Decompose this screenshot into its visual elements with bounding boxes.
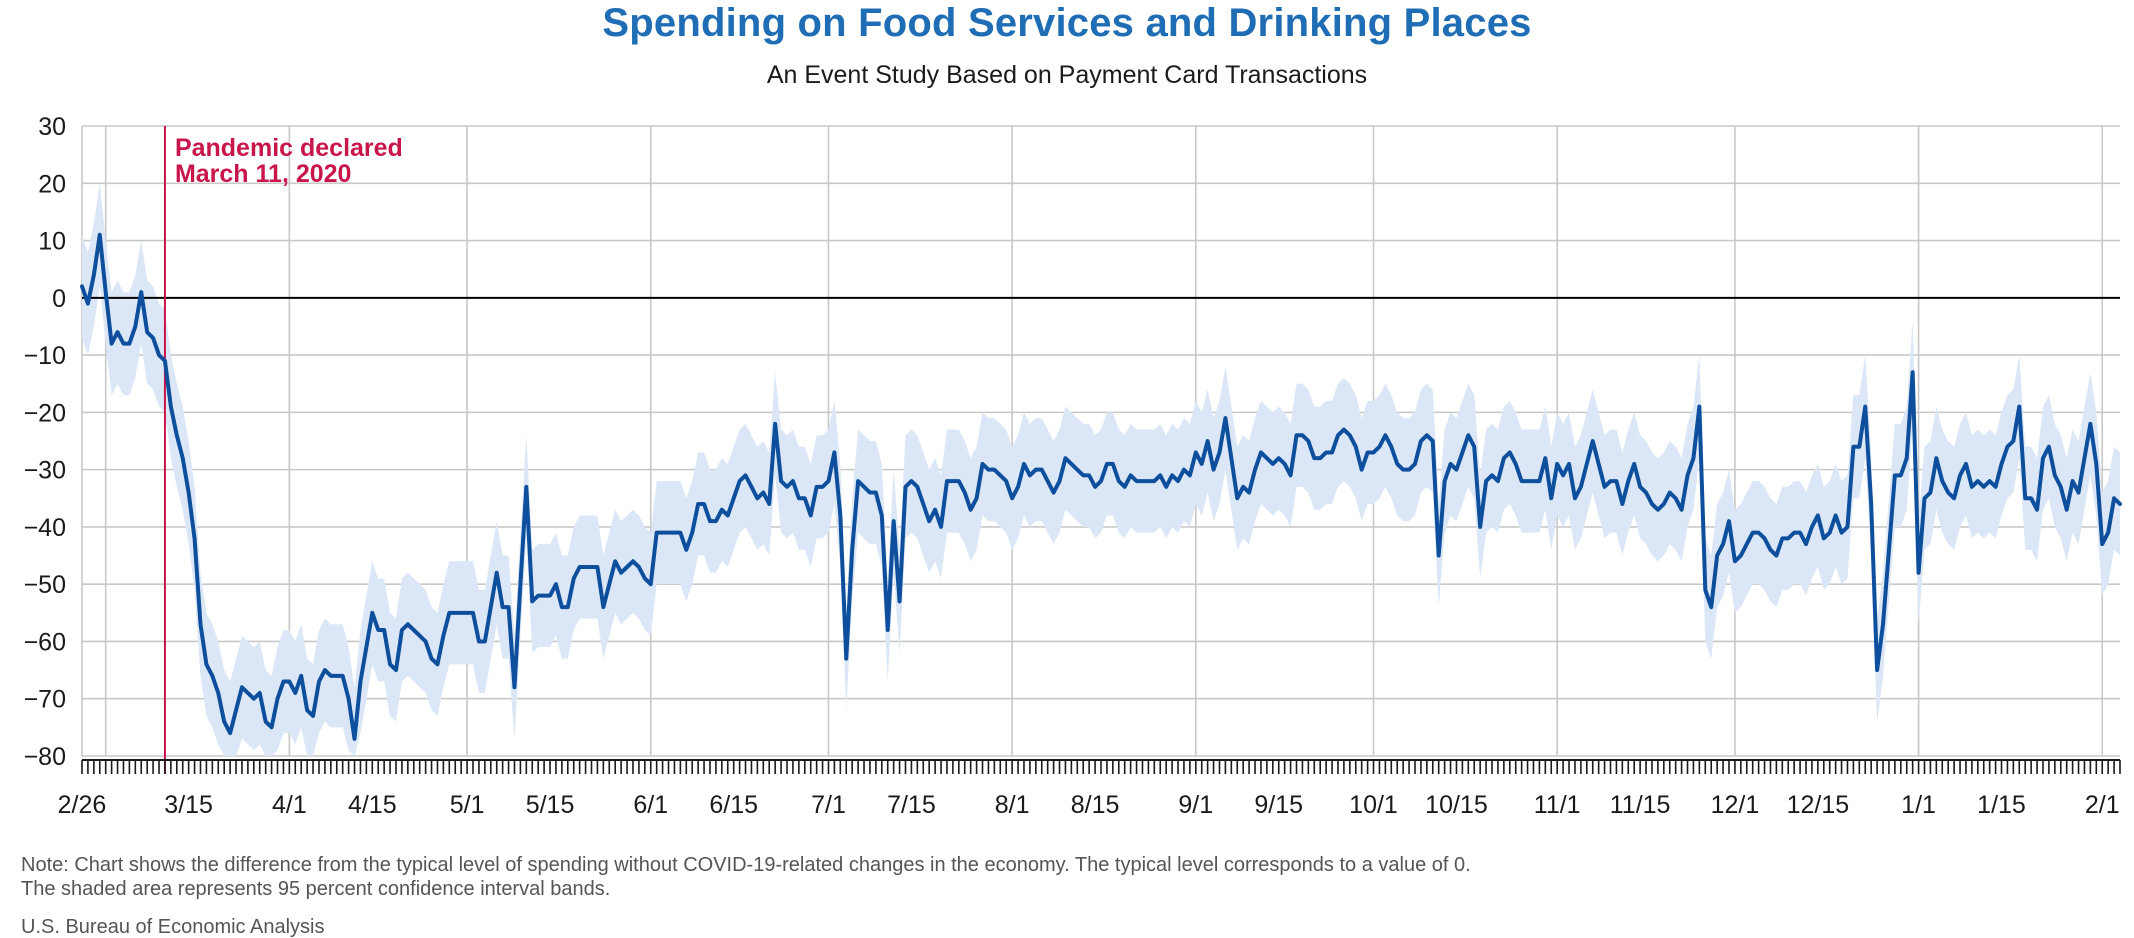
x-tick-label: 9/15 [1254, 791, 1303, 819]
y-tick-label: −60 [24, 628, 66, 656]
y-tick-label: 30 [38, 113, 66, 141]
x-tick-label: 4/15 [348, 791, 397, 819]
x-tick-label: 5/15 [526, 791, 575, 819]
y-tick-label: 10 [38, 228, 66, 256]
chart-source: U.S. Bureau of Economic Analysis [21, 916, 325, 938]
confidence-band [82, 183, 2120, 756]
x-tick-label: 10/15 [1425, 791, 1488, 819]
x-tick-label: 8/1 [995, 791, 1030, 819]
series-line [80, 232, 2122, 741]
series-line-layer [80, 232, 2122, 741]
x-tick-label: 1/15 [1977, 791, 2026, 819]
x-tick-label: 6/15 [709, 791, 758, 819]
x-tick-label: 2/26 [58, 791, 107, 819]
x-tick-label: 2/1 [2085, 791, 2120, 819]
y-tick-label: −80 [24, 743, 66, 771]
event-label-line-1: Pandemic declared [175, 134, 403, 162]
confidence-band-layer [82, 183, 2120, 756]
x-tick-label: 5/1 [450, 791, 485, 819]
x-tick-label: 4/1 [272, 791, 307, 819]
y-tick-label: −20 [24, 399, 66, 427]
x-tick-label: 7/15 [887, 791, 936, 819]
y-tick-label: −70 [24, 686, 66, 714]
x-tick-label: 12/15 [1787, 791, 1850, 819]
chart-note-line-1: Note: Chart shows the difference from th… [21, 854, 1471, 876]
x-tick-label: 1/1 [1901, 791, 1936, 819]
x-tick-label: 12/1 [1711, 791, 1760, 819]
y-tick-label: −40 [24, 514, 66, 542]
x-tick-label: 10/1 [1349, 791, 1398, 819]
chart-note-line-2: The shaded area represents 95 percent co… [21, 878, 611, 900]
y-tick-label: −50 [24, 571, 66, 599]
x-tick-label: 11/15 [1610, 791, 1671, 819]
chart-subtitle: An Event Study Based on Payment Card Tra… [766, 61, 1368, 89]
x-tick-label: 7/1 [811, 791, 846, 819]
axis-layer: 30 20 10 0 −10 −20 −30 −40 −50 −60 −70 −80 2/26 3/15 4… [24, 113, 2121, 819]
x-tick-label: 6/1 [633, 791, 668, 819]
x-tick-marks [81, 760, 2121, 774]
y-tick-label: −10 [24, 342, 66, 370]
y-tick-label: 0 [52, 285, 66, 313]
x-tick-label: 11/1 [1534, 791, 1581, 819]
y-tick-label: −30 [24, 457, 66, 485]
chart-title: Spending on Food Services and Drinking P… [602, 1, 1532, 45]
x-tick-label: 8/15 [1071, 791, 1120, 819]
y-tick-label: 20 [38, 170, 66, 198]
x-tick-label: 3/15 [164, 791, 213, 819]
event-label-line-2: March 11, 2020 [175, 160, 352, 188]
x-tick-label: 9/1 [1178, 791, 1213, 819]
